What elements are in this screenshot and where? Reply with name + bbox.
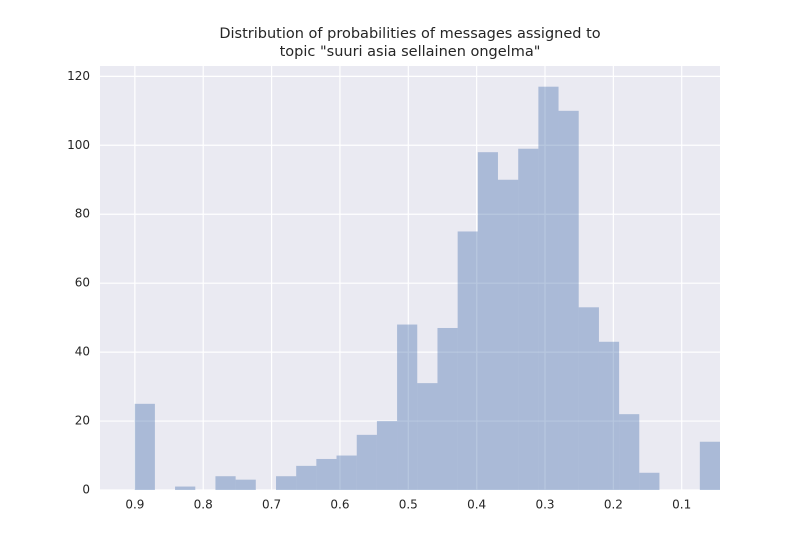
- y-tick-label: 120: [67, 69, 90, 83]
- x-tick-label: 0.2: [604, 498, 623, 512]
- bar: [175, 486, 196, 490]
- bar: [598, 341, 620, 490]
- y-tick-label: 40: [75, 345, 90, 359]
- bar: [518, 148, 539, 491]
- bar: [437, 327, 458, 490]
- bar: [497, 179, 519, 490]
- x-tick-label: 0.1: [672, 498, 691, 512]
- x-tick-label: 0.3: [535, 498, 554, 512]
- bar: [477, 152, 498, 490]
- bar: [316, 458, 337, 490]
- y-tick-label: 20: [75, 414, 90, 428]
- x-tick-label: 0.9: [125, 498, 144, 512]
- bar: [558, 110, 579, 490]
- x-tick-label: 0.8: [194, 498, 213, 512]
- bar: [376, 421, 398, 490]
- bar: [578, 307, 599, 490]
- y-tick-label: 60: [75, 276, 90, 290]
- chart-title: Distribution of probabilities of message…: [219, 26, 600, 42]
- bar: [134, 403, 155, 490]
- y-tick-label: 100: [67, 138, 90, 152]
- bar: [619, 414, 640, 490]
- x-tick-label: 0.7: [262, 498, 281, 512]
- x-tick-label: 0.4: [467, 498, 486, 512]
- bar: [417, 383, 438, 490]
- bar: [336, 455, 357, 490]
- bar: [457, 231, 478, 490]
- x-tick-label: 0.5: [399, 498, 418, 512]
- x-tick-label: 0.6: [330, 498, 349, 512]
- chart-title: topic "suuri asia sellainen ongelma": [280, 44, 541, 60]
- bar: [276, 476, 297, 490]
- bar: [538, 86, 559, 491]
- bar: [699, 441, 720, 490]
- bar: [215, 476, 236, 490]
- bar: [639, 472, 660, 490]
- bar: [235, 479, 256, 490]
- y-tick-label: 80: [75, 207, 90, 221]
- bar: [356, 434, 377, 490]
- y-tick-label: 0: [82, 483, 90, 497]
- bar: [397, 324, 418, 490]
- bar: [296, 465, 317, 490]
